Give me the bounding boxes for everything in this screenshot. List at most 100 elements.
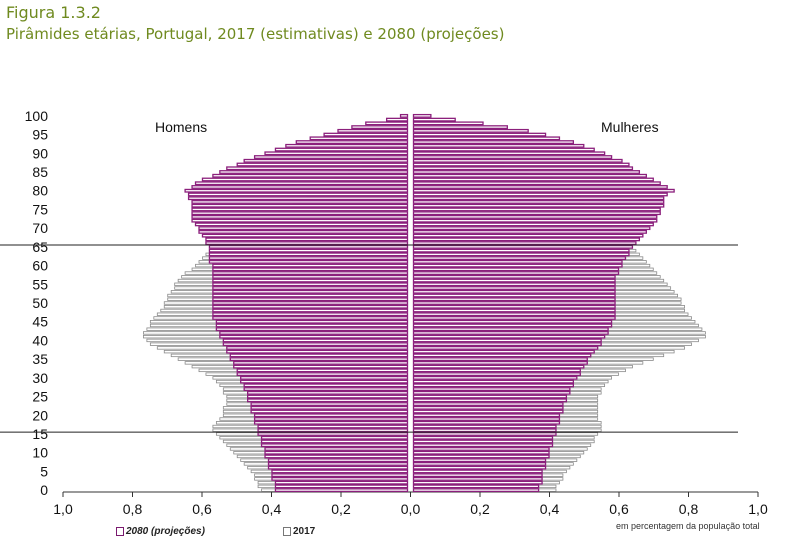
y-tick-label: 95 xyxy=(32,127,48,143)
bar-2080-women xyxy=(412,166,634,171)
bar-2080-women xyxy=(412,304,616,309)
bar-2080-women xyxy=(412,462,547,466)
bar-2080-women xyxy=(412,140,575,144)
bar-2080-men xyxy=(212,267,409,272)
bar-2080-men xyxy=(226,166,409,171)
bar-2080-men xyxy=(212,263,409,268)
bar-2080-women xyxy=(412,327,609,332)
bar-2080-women xyxy=(412,345,599,350)
bar-2080-men xyxy=(285,143,409,148)
bar-2080-men xyxy=(274,488,409,493)
bar-2080-men xyxy=(212,304,409,309)
bar-2080-women xyxy=(412,177,654,182)
bar-2080-women xyxy=(412,185,668,189)
legend-swatch-2017 xyxy=(283,527,291,536)
bar-2080-women xyxy=(412,211,661,216)
bar-2080-men xyxy=(233,364,409,369)
side-label-women: Mulheres xyxy=(601,119,659,135)
bar-2080-men xyxy=(274,484,409,489)
bar-2080-men xyxy=(212,173,409,178)
y-tick-label: 0 xyxy=(40,482,48,498)
bar-2080-men xyxy=(257,428,409,433)
bar-2080-men xyxy=(337,128,409,133)
x-tick-label: 0,4 xyxy=(262,501,282,517)
bar-2080-men xyxy=(215,319,409,324)
y-tick-label: 30 xyxy=(32,370,48,386)
y-tick-label: 15 xyxy=(32,426,48,442)
y-tick-label: 40 xyxy=(32,332,48,348)
bar-2080-women xyxy=(412,252,630,257)
bar-2080-men xyxy=(212,274,409,279)
bar-2080-men xyxy=(399,113,409,118)
figure-title: Pirâmides etárias, Portugal, 2017 (estim… xyxy=(6,25,505,43)
bar-2080-women xyxy=(412,188,675,193)
bar-2080-men xyxy=(212,301,409,305)
bar-2080-women xyxy=(412,323,613,328)
bar-2080-men xyxy=(201,177,409,182)
bar-2080-men xyxy=(271,469,409,474)
bar-2080-women xyxy=(412,181,661,186)
bar-2080-women xyxy=(412,143,585,148)
bar-2080-men xyxy=(198,229,409,234)
bar-2080-women xyxy=(412,394,568,399)
bar-2080-women xyxy=(412,443,554,448)
bar-2080-men xyxy=(253,417,409,421)
y-tick-label: 75 xyxy=(32,201,48,217)
bar-2080-men xyxy=(208,248,409,253)
bar-2080-men xyxy=(309,136,409,141)
bar-2080-men xyxy=(264,450,409,455)
bar-2080-men xyxy=(212,308,409,313)
legend-label-2080: 2080 (projeções) xyxy=(126,526,205,537)
bar-2080-women xyxy=(412,364,585,369)
bar-2080-men xyxy=(226,349,409,354)
bar-2080-men xyxy=(194,181,409,186)
bar-2080-women xyxy=(412,375,578,380)
bar-2080-men xyxy=(267,462,409,466)
bar-2080-men xyxy=(257,424,409,429)
bar-2080-men xyxy=(212,316,409,320)
y-tick-label: 90 xyxy=(32,145,48,161)
bar-2080-men xyxy=(187,196,409,201)
bar-2080-women xyxy=(412,484,540,489)
bar-2080-men xyxy=(323,132,409,137)
bar-2080-women xyxy=(412,289,616,294)
bar-2080-women xyxy=(412,297,616,302)
bar-2080-men xyxy=(243,158,409,163)
bar-2080-men xyxy=(212,293,409,298)
bar-2080-men xyxy=(271,473,409,478)
bar-2080-men xyxy=(385,117,409,122)
x-tick-label: 0,2 xyxy=(470,501,490,517)
bar-2080-women xyxy=(412,319,613,324)
bar-2080-men xyxy=(229,357,409,362)
bar-2080-women xyxy=(412,439,554,444)
legend-item-2080: 2080 (projeções) xyxy=(116,526,205,537)
bar-2080-women xyxy=(412,248,630,253)
bar-2080-women xyxy=(412,353,592,358)
bar-2080-men xyxy=(219,170,409,174)
bar-2080-men xyxy=(191,214,409,219)
bar-2080-women xyxy=(412,136,561,141)
bar-2080-women xyxy=(412,360,588,365)
bar-2080-women xyxy=(412,128,529,133)
bar-2080-men xyxy=(267,465,409,470)
bar-2080-women xyxy=(412,432,557,436)
bar-2080-women xyxy=(412,338,602,343)
bar-2080-men xyxy=(236,368,409,373)
bar-2080-women xyxy=(412,192,668,197)
bar-2080-women xyxy=(412,207,661,212)
x-tick-label: 0,6 xyxy=(609,501,629,517)
bar-2080-men xyxy=(212,297,409,302)
bar-2080-men xyxy=(229,353,409,358)
bar-2080-men xyxy=(191,218,409,223)
bar-2080-women xyxy=(412,454,550,459)
bar-2080-women xyxy=(412,383,575,388)
bar-2080-women xyxy=(412,357,588,362)
legend-item-2017: 2017 xyxy=(283,526,315,537)
bar-2080-women xyxy=(412,286,616,290)
bar-2080-women xyxy=(412,259,623,264)
bar-2080-men xyxy=(205,237,409,242)
bar-2080-men xyxy=(215,327,409,332)
bar-2080-men xyxy=(226,345,409,350)
bar-2080-women xyxy=(412,222,654,227)
y-tick-label: 5 xyxy=(40,463,48,479)
